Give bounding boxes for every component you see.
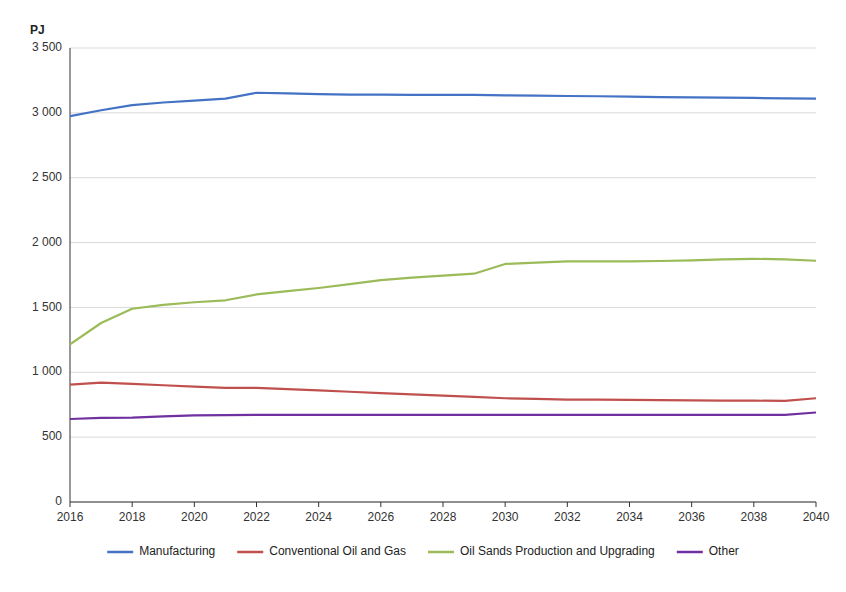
x-tick-label: 2036 bbox=[678, 510, 705, 524]
x-tick-label: 2038 bbox=[740, 510, 767, 524]
legend-label: Oil Sands Production and Upgrading bbox=[460, 544, 655, 558]
legend-label: Manufacturing bbox=[139, 544, 215, 558]
grid-line bbox=[70, 48, 816, 49]
series-line bbox=[70, 259, 816, 345]
y-axis-label: PJ bbox=[30, 23, 45, 37]
x-tick bbox=[691, 502, 692, 507]
grid-line bbox=[70, 177, 816, 178]
plot-area bbox=[70, 93, 816, 419]
x-tick bbox=[753, 502, 754, 507]
grid bbox=[70, 48, 816, 502]
y-tick-label: 1 000 bbox=[32, 364, 62, 378]
series-line bbox=[70, 413, 816, 419]
x-tick-label: 2020 bbox=[181, 510, 208, 524]
legend-item: Manufacturing bbox=[107, 544, 215, 558]
x-tick bbox=[505, 502, 506, 507]
series-line bbox=[70, 93, 816, 116]
x-tick-label: 2034 bbox=[616, 510, 643, 524]
legend-item: Conventional Oil and Gas bbox=[237, 544, 406, 558]
x-tick-label: 2040 bbox=[803, 510, 830, 524]
grid-line bbox=[70, 242, 816, 243]
legend-item: Other bbox=[677, 544, 739, 558]
legend-swatch bbox=[107, 551, 133, 554]
y-tick-label: 1 500 bbox=[32, 300, 62, 314]
x-axis: 2016 2018 2020 2022 2024 2026 2028 2030 2032 2034… bbox=[57, 502, 830, 524]
x-tick bbox=[70, 502, 71, 507]
x-tick bbox=[443, 502, 444, 507]
series-line bbox=[70, 383, 816, 401]
y-axis: 0 500 1 000 1 500 2 000 2 500 3 000 3 500 bbox=[32, 40, 70, 508]
x-tick-label: 2018 bbox=[119, 510, 146, 524]
x-tick-label: 2032 bbox=[554, 510, 581, 524]
y-tick-label: 3 000 bbox=[32, 105, 62, 119]
legend-swatch bbox=[428, 551, 454, 554]
x-tick-label: 2022 bbox=[243, 510, 270, 524]
y-tick-label: 2 000 bbox=[32, 235, 62, 249]
grid-line bbox=[70, 307, 816, 308]
legend: Manufacturing Conventional Oil and Gas Oil… bbox=[107, 544, 739, 558]
legend-label: Conventional Oil and Gas bbox=[269, 544, 406, 558]
legend-swatch bbox=[237, 551, 263, 554]
x-tick-label: 2026 bbox=[367, 510, 394, 524]
chart: 0 500 1 000 1 500 2 000 2 500 3 000 3 500 PJ 2016… bbox=[0, 0, 846, 592]
grid-line bbox=[70, 372, 816, 373]
x-tick-label: 2028 bbox=[430, 510, 457, 524]
x-tick bbox=[380, 502, 381, 507]
x-tick-label: 2030 bbox=[492, 510, 519, 524]
x-tick bbox=[318, 502, 319, 507]
legend-swatch bbox=[677, 551, 703, 554]
y-tick-label: 500 bbox=[42, 429, 62, 443]
grid-line bbox=[70, 437, 816, 438]
x-tick-label: 2024 bbox=[305, 510, 332, 524]
x-tick bbox=[567, 502, 568, 507]
legend-label: Other bbox=[709, 544, 739, 558]
x-tick bbox=[132, 502, 133, 507]
y-tick-label: 0 bbox=[55, 494, 62, 508]
x-tick bbox=[194, 502, 195, 507]
x-tick bbox=[629, 502, 630, 507]
x-tick bbox=[816, 502, 817, 507]
grid-line bbox=[70, 112, 816, 113]
legend-item: Oil Sands Production and Upgrading bbox=[428, 544, 655, 558]
x-tick bbox=[256, 502, 257, 507]
y-tick-label: 3 500 bbox=[32, 40, 62, 54]
x-tick-label: 2016 bbox=[57, 510, 84, 524]
y-tick-label: 2 500 bbox=[32, 170, 62, 184]
